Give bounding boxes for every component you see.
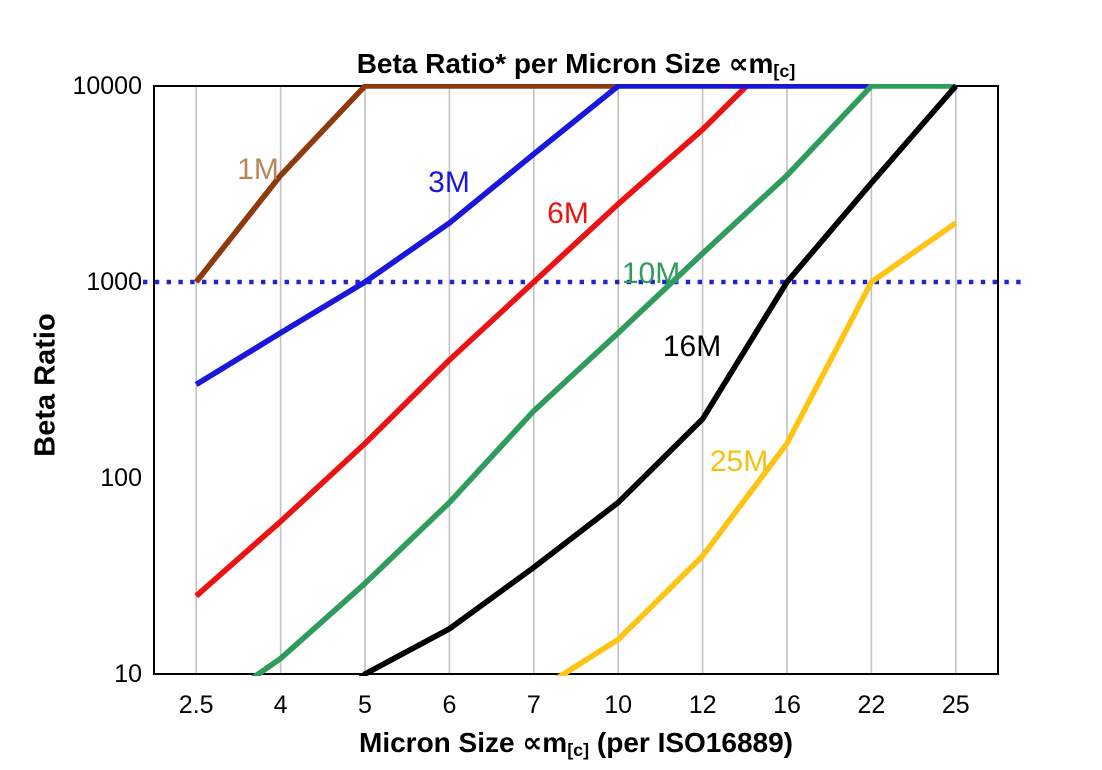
y-tick-label: 10 xyxy=(114,660,142,688)
x-axis-title: Micron Size ∝m[c] (per ISO16889) xyxy=(154,726,998,760)
series-line-1m xyxy=(194,84,619,284)
y-tick-label: 100 xyxy=(100,464,142,492)
micron-subscript: [c] xyxy=(567,739,590,760)
x-tick-label: 10 xyxy=(604,691,633,719)
micron-symbol: ∝m xyxy=(522,727,568,758)
series-label-25m: 25M xyxy=(709,445,769,478)
x-tick-label: 12 xyxy=(688,691,717,719)
micron-symbol: ∝m xyxy=(728,48,774,79)
series-line-10m xyxy=(250,84,956,676)
series-label-10m: 10M xyxy=(621,257,681,290)
x-tick-label: 22 xyxy=(857,691,886,719)
x-axis-title-suffix: (per ISO16889) xyxy=(589,727,793,758)
chart-title-text: Beta Ratio* per Micron Size xyxy=(356,48,729,79)
series-line-25m xyxy=(555,220,958,676)
micron-subscript: [c] xyxy=(773,60,796,81)
series-line-3m xyxy=(194,84,872,387)
series-label-16m: 16M xyxy=(662,330,722,363)
series-line-16m xyxy=(358,84,958,676)
series-line-6m xyxy=(194,84,753,599)
y-tick-label: 10000 xyxy=(72,72,142,100)
series-label-3m: 3M xyxy=(428,166,470,199)
x-tick-label: 6 xyxy=(442,691,457,719)
x-tick-label: 7 xyxy=(526,691,541,719)
x-tick-label: 4 xyxy=(273,691,288,719)
chart-title: Beta Ratio* per Micron Size ∝m[c] xyxy=(154,47,998,81)
x-tick-label: 16 xyxy=(773,691,801,719)
series-label-1m: 1M xyxy=(237,153,279,186)
x-tick-label: 2.5 xyxy=(178,691,214,719)
series-label-6m: 6M xyxy=(547,197,589,230)
x-axis-title-text: Micron Size xyxy=(359,727,523,758)
y-tick-label: 1000 xyxy=(86,268,142,296)
x-tick-label: 25 xyxy=(941,691,970,719)
x-tick-label: 5 xyxy=(358,691,372,719)
